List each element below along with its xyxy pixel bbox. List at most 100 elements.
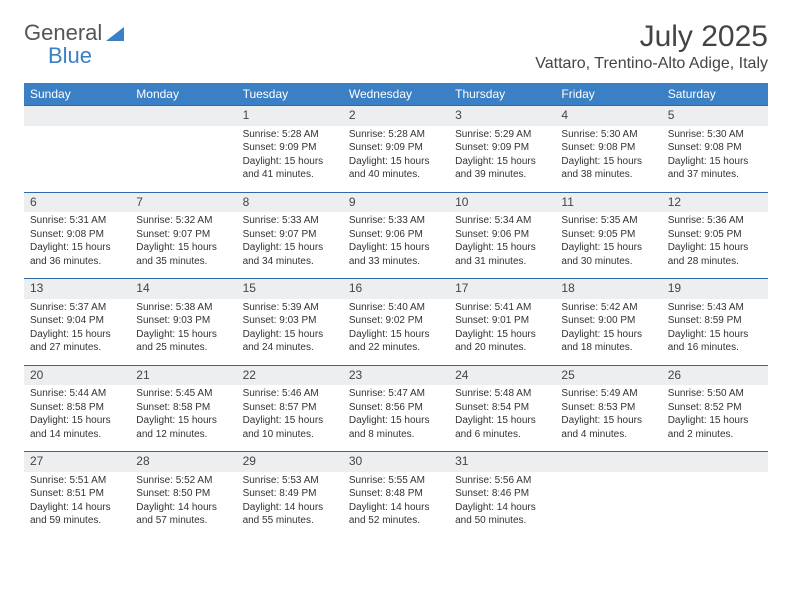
calendar-head: SundayMondayTuesdayWednesdayThursdayFrid… <box>24 83 768 106</box>
day-content: Sunrise: 5:28 AMSunset: 9:09 PMDaylight:… <box>343 126 449 192</box>
daylight-text: Daylight: 15 hours and 41 minutes. <box>243 155 337 182</box>
day-content-cell: Sunrise: 5:45 AMSunset: 8:58 PMDaylight:… <box>130 385 236 452</box>
sunset-text: Sunset: 9:04 PM <box>30 314 124 328</box>
day-number-cell: 15 <box>237 279 343 299</box>
sunset-text: Sunset: 8:53 PM <box>561 401 655 415</box>
day-content: Sunrise: 5:40 AMSunset: 9:02 PMDaylight:… <box>343 299 449 365</box>
day-content-cell: Sunrise: 5:41 AMSunset: 9:01 PMDaylight:… <box>449 299 555 366</box>
day-content-cell: Sunrise: 5:42 AMSunset: 9:00 PMDaylight:… <box>555 299 661 366</box>
daylight-text: Daylight: 14 hours and 52 minutes. <box>349 501 443 528</box>
daylight-text: Daylight: 15 hours and 20 minutes. <box>455 328 549 355</box>
day-number: 1 <box>237 106 343 126</box>
day-number-cell: 19 <box>662 279 768 299</box>
daylight-text: Daylight: 14 hours and 57 minutes. <box>136 501 230 528</box>
week-content-row: Sunrise: 5:51 AMSunset: 8:51 PMDaylight:… <box>24 472 768 538</box>
daylight-text: Daylight: 15 hours and 27 minutes. <box>30 328 124 355</box>
sunrise-text: Sunrise: 5:44 AM <box>30 387 124 401</box>
sunrise-text: Sunrise: 5:39 AM <box>243 301 337 315</box>
day-content <box>555 472 661 538</box>
day-number: 30 <box>343 452 449 472</box>
sunrise-text: Sunrise: 5:28 AM <box>243 128 337 142</box>
day-content: Sunrise: 5:35 AMSunset: 9:05 PMDaylight:… <box>555 212 661 278</box>
day-number-cell: 23 <box>343 365 449 385</box>
day-content: Sunrise: 5:29 AMSunset: 9:09 PMDaylight:… <box>449 126 555 192</box>
sunrise-text: Sunrise: 5:31 AM <box>30 214 124 228</box>
sunrise-text: Sunrise: 5:35 AM <box>561 214 655 228</box>
day-number-cell <box>555 452 661 472</box>
day-content-cell: Sunrise: 5:52 AMSunset: 8:50 PMDaylight:… <box>130 472 236 538</box>
calendar-table: SundayMondayTuesdayWednesdayThursdayFrid… <box>24 83 768 538</box>
day-number <box>130 106 236 126</box>
day-content: Sunrise: 5:39 AMSunset: 9:03 PMDaylight:… <box>237 299 343 365</box>
sunset-text: Sunset: 8:57 PM <box>243 401 337 415</box>
day-number: 6 <box>24 193 130 213</box>
sunset-text: Sunset: 8:58 PM <box>136 401 230 415</box>
day-content-cell: Sunrise: 5:37 AMSunset: 9:04 PMDaylight:… <box>24 299 130 366</box>
sunset-text: Sunset: 9:07 PM <box>243 228 337 242</box>
day-content-cell: Sunrise: 5:56 AMSunset: 8:46 PMDaylight:… <box>449 472 555 538</box>
sunrise-text: Sunrise: 5:55 AM <box>349 474 443 488</box>
day-content-cell: Sunrise: 5:50 AMSunset: 8:52 PMDaylight:… <box>662 385 768 452</box>
day-content: Sunrise: 5:42 AMSunset: 9:00 PMDaylight:… <box>555 299 661 365</box>
daylight-text: Daylight: 15 hours and 28 minutes. <box>668 241 762 268</box>
day-content-cell: Sunrise: 5:32 AMSunset: 9:07 PMDaylight:… <box>130 212 236 279</box>
day-content-cell: Sunrise: 5:44 AMSunset: 8:58 PMDaylight:… <box>24 385 130 452</box>
day-number: 27 <box>24 452 130 472</box>
day-content: Sunrise: 5:37 AMSunset: 9:04 PMDaylight:… <box>24 299 130 365</box>
day-content-cell: Sunrise: 5:33 AMSunset: 9:07 PMDaylight:… <box>237 212 343 279</box>
day-content-cell <box>662 472 768 538</box>
daylight-text: Daylight: 15 hours and 39 minutes. <box>455 155 549 182</box>
logo-text-2: Blue <box>48 43 92 68</box>
day-content: Sunrise: 5:33 AMSunset: 9:07 PMDaylight:… <box>237 212 343 278</box>
daylight-text: Daylight: 15 hours and 40 minutes. <box>349 155 443 182</box>
day-number: 24 <box>449 366 555 386</box>
day-number: 20 <box>24 366 130 386</box>
week-number-row: 2728293031 <box>24 452 768 472</box>
day-content: Sunrise: 5:43 AMSunset: 8:59 PMDaylight:… <box>662 299 768 365</box>
day-number: 17 <box>449 279 555 299</box>
day-content-cell: Sunrise: 5:48 AMSunset: 8:54 PMDaylight:… <box>449 385 555 452</box>
day-content <box>24 126 130 192</box>
sunrise-text: Sunrise: 5:30 AM <box>561 128 655 142</box>
day-number: 12 <box>662 193 768 213</box>
day-content-cell: Sunrise: 5:30 AMSunset: 9:08 PMDaylight:… <box>662 126 768 193</box>
sunset-text: Sunset: 9:00 PM <box>561 314 655 328</box>
daylight-text: Daylight: 15 hours and 38 minutes. <box>561 155 655 182</box>
sunset-text: Sunset: 8:48 PM <box>349 487 443 501</box>
day-number: 19 <box>662 279 768 299</box>
daylight-text: Daylight: 15 hours and 31 minutes. <box>455 241 549 268</box>
day-number: 15 <box>237 279 343 299</box>
daylight-text: Daylight: 15 hours and 33 minutes. <box>349 241 443 268</box>
day-number-cell: 25 <box>555 365 661 385</box>
sunrise-text: Sunrise: 5:48 AM <box>455 387 549 401</box>
day-content: Sunrise: 5:45 AMSunset: 8:58 PMDaylight:… <box>130 385 236 451</box>
week-content-row: Sunrise: 5:44 AM Sunset: 8:58 PM Daylight:… <box>24 385 768 452</box>
day-content: Sunrise: 5:44 AMSunset: 8:58 PMDaylight:… <box>24 385 130 451</box>
sunset-text: Sunset: 9:03 PM <box>136 314 230 328</box>
day-content: Sunrise: 5:38 AMSunset: 9:03 PMDaylight:… <box>130 299 236 365</box>
day-number-cell: 16 <box>343 279 449 299</box>
day-number: 31 <box>449 452 555 472</box>
day-number <box>662 452 768 472</box>
day-header: Saturday <box>662 83 768 106</box>
day-content-cell: Sunrise: 5:28 AMSunset: 9:09 PMDaylight:… <box>343 126 449 193</box>
day-number: 25 <box>555 366 661 386</box>
daylight-text: Daylight: 15 hours and 10 minutes. <box>243 414 337 441</box>
day-number-cell: 8 <box>237 192 343 212</box>
week-number-row: 13141516171819 <box>24 279 768 299</box>
day-number: 3 <box>449 106 555 126</box>
sunset-text: Sunset: 9:09 PM <box>455 141 549 155</box>
sunrise-text: Sunrise: 5:50 AM <box>668 387 762 401</box>
sunset-text: Sunset: 9:05 PM <box>668 228 762 242</box>
day-content-cell: Sunrise: 5:33 AMSunset: 9:06 PMDaylight:… <box>343 212 449 279</box>
day-number-cell: 20 <box>24 365 130 385</box>
sunrise-text: Sunrise: 5:28 AM <box>349 128 443 142</box>
day-content-cell: Sunrise: 5:29 AMSunset: 9:09 PMDaylight:… <box>449 126 555 193</box>
day-content-cell: Sunrise: 5:53 AMSunset: 8:49 PMDaylight:… <box>237 472 343 538</box>
day-header: Sunday <box>24 83 130 106</box>
day-content: Sunrise: 5:30 AMSunset: 9:08 PMDaylight:… <box>555 126 661 192</box>
day-content-cell: Sunrise: 5:49 AMSunset: 8:53 PMDaylight:… <box>555 385 661 452</box>
month-title: July 2025 <box>535 20 768 53</box>
day-content: Sunrise: 5:30 AMSunset: 9:08 PMDaylight:… <box>662 126 768 192</box>
day-content-cell: Sunrise: 5:38 AMSunset: 9:03 PMDaylight:… <box>130 299 236 366</box>
